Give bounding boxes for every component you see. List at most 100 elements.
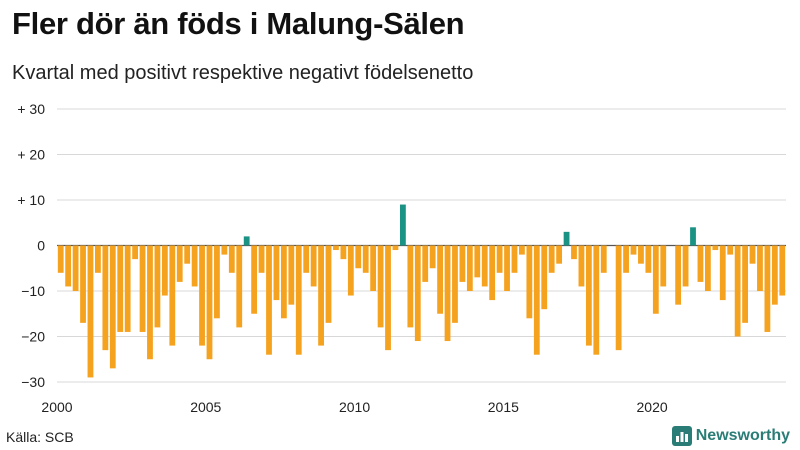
y-tick-label: −30 — [21, 374, 45, 390]
bar-negative — [660, 245, 667, 287]
bar-negative — [496, 245, 503, 273]
bar-negative — [236, 245, 243, 328]
bar-positive — [690, 227, 696, 246]
bar-negative — [481, 245, 488, 287]
bar-negative — [638, 245, 644, 264]
bar-negative — [511, 245, 518, 273]
x-tick-label: 2000 — [41, 399, 72, 415]
bar-negative — [414, 245, 421, 342]
bar-negative — [117, 245, 124, 332]
bar-negative — [377, 245, 384, 328]
bar-negative — [630, 245, 637, 255]
source-note: Källa: SCB — [6, 429, 74, 445]
bar-negative — [437, 245, 443, 314]
bar-negative — [362, 245, 369, 273]
x-tick-label: 2020 — [637, 399, 668, 415]
bar-negative — [370, 245, 377, 291]
bar-negative — [779, 245, 786, 296]
chart-title: Fler dör än föds i Malung-Sälen — [12, 6, 465, 41]
y-tick-label: + 10 — [17, 192, 45, 208]
bar-negative — [585, 245, 592, 346]
bar-negative — [556, 245, 563, 264]
bar-negative — [139, 245, 146, 332]
bar-positive — [563, 231, 570, 246]
y-tick-label: + 30 — [17, 101, 45, 117]
x-tick-label: 2010 — [339, 399, 370, 415]
bar-negative — [459, 245, 466, 282]
bar-negative — [749, 245, 756, 264]
bar-negative — [407, 245, 414, 328]
bar-negative — [712, 245, 719, 251]
bar-negative — [422, 245, 429, 282]
bar-negative — [489, 245, 496, 301]
bar-negative — [615, 245, 622, 351]
bar-negative — [355, 245, 362, 269]
bar-negative — [333, 245, 339, 251]
bar-negative — [704, 245, 711, 291]
bar-negative — [206, 245, 213, 360]
bar-negative — [526, 245, 533, 319]
bar-negative — [310, 245, 317, 287]
x-tick-label: 2015 — [488, 399, 519, 415]
bar-negative — [154, 245, 161, 328]
bar-negative — [771, 245, 778, 305]
bar-negative — [273, 245, 280, 301]
bar-negative — [645, 245, 652, 273]
bar-negative — [340, 245, 347, 260]
bar-negative — [72, 245, 79, 291]
bar-negative — [80, 245, 86, 323]
bar-negative — [541, 245, 548, 310]
bar-series — [57, 204, 786, 378]
bar-negative — [675, 245, 682, 305]
bar-negative — [266, 245, 272, 355]
brand-logo: Newsworthy — [671, 426, 790, 446]
bar-negative — [109, 245, 116, 369]
bar-negative — [303, 245, 310, 273]
bar-negative — [191, 245, 198, 287]
bar-negative — [533, 245, 540, 355]
y-tick-label: + 20 — [17, 147, 45, 163]
bar-negative — [258, 245, 265, 273]
bar-negative — [519, 245, 525, 255]
axis-labels: + 30 + 20 + 10 0 −10 −20 −30 2000 2005 2010 2015 20… — [17, 101, 668, 415]
bar-negative — [228, 245, 235, 273]
bar-negative — [444, 245, 451, 342]
bar-negative — [280, 245, 287, 319]
bar-negative — [452, 245, 458, 323]
bar-negative — [176, 245, 183, 282]
bar-negative — [184, 245, 191, 264]
bar-negative — [385, 245, 391, 351]
bar-negative — [600, 245, 607, 273]
bar-negative — [652, 245, 659, 314]
bar-negative — [95, 245, 101, 273]
bar-negative — [295, 245, 302, 355]
bar-negative — [288, 245, 295, 305]
bar-negative — [347, 245, 354, 296]
bar-negative — [504, 245, 510, 291]
bar-negative — [57, 245, 64, 273]
bar-positive — [243, 236, 250, 246]
y-tick-label: −20 — [21, 329, 45, 345]
bar-positive — [400, 204, 406, 246]
bar-negative — [719, 245, 726, 301]
bar-negative — [392, 245, 399, 251]
brand-name: Newsworthy — [695, 427, 790, 444]
bar-negative — [727, 245, 734, 255]
bar-negative — [757, 245, 763, 291]
bar-negative — [65, 245, 72, 287]
bar-negative — [697, 245, 704, 282]
bar-negative — [734, 245, 741, 337]
bar-negative — [251, 245, 258, 314]
bar-negative — [102, 245, 109, 351]
bar-negative — [742, 245, 748, 323]
bar-negative — [124, 245, 131, 332]
newsworthy-chart-icon — [671, 426, 692, 446]
bar-negative — [466, 245, 473, 291]
chart-subtitle: Kvartal med positivt respektive negativt… — [12, 62, 474, 84]
bar-negative — [318, 245, 324, 346]
bar-negative — [161, 245, 168, 296]
bar-negative — [132, 245, 139, 260]
bar-negative — [87, 245, 94, 378]
bar-negative — [221, 245, 228, 255]
